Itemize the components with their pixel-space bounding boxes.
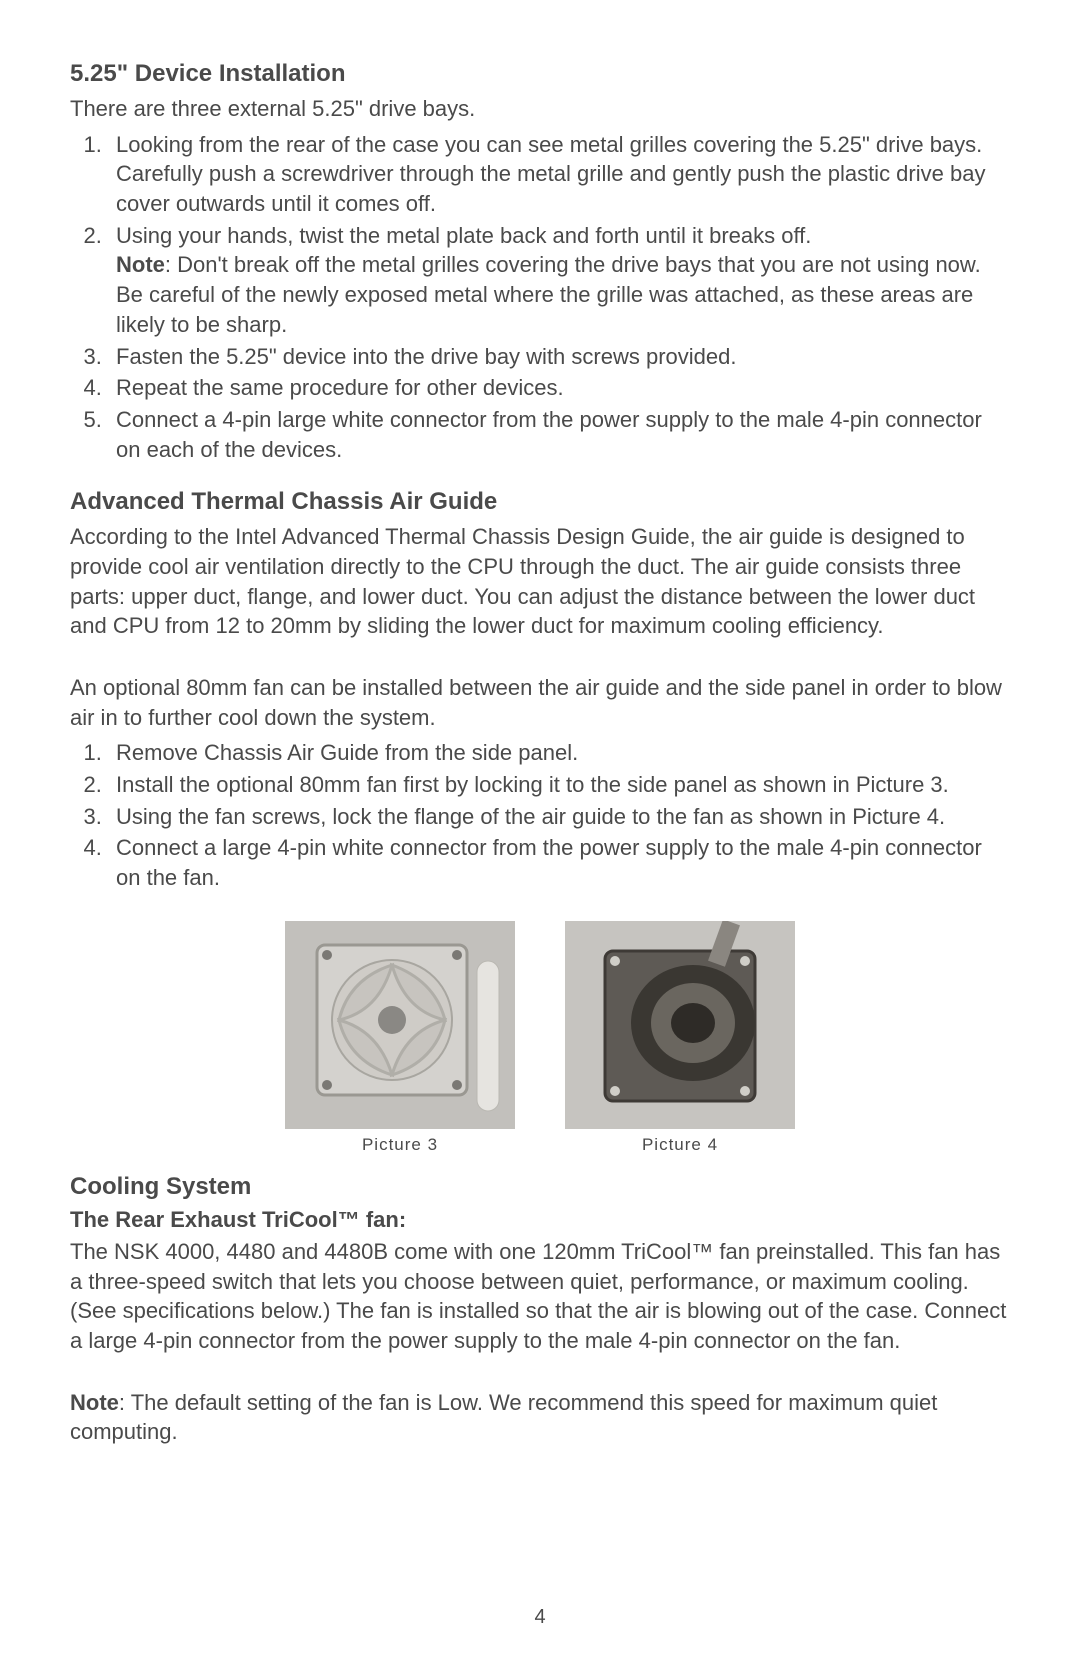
section-3-para1: The NSK 4000, 4480 and 4480B come with o… — [70, 1237, 1010, 1356]
note-text: : The default setting of the fan is Low.… — [70, 1390, 937, 1445]
list-item: Using the fan screws, lock the flange of… — [108, 802, 1010, 832]
spacer — [70, 1362, 1010, 1388]
note-label: Note — [116, 252, 165, 277]
section-2-para1: According to the Intel Advanced Thermal … — [70, 522, 1010, 641]
page-number: 4 — [0, 1606, 1080, 1629]
section-2-para2: An optional 80mm fan can be installed be… — [70, 673, 1010, 732]
section-1-list: Looking from the rear of the case you ca… — [70, 130, 1010, 465]
list-item: Looking from the rear of the case you ca… — [108, 130, 1010, 219]
section-1-intro: There are three external 5.25" drive bay… — [70, 94, 1010, 124]
section-2-title: Advanced Thermal Chassis Air Guide — [70, 488, 1010, 516]
list-item: Remove Chassis Air Guide from the side p… — [108, 738, 1010, 768]
list-item: Install the optional 80mm fan first by l… — [108, 770, 1010, 800]
note-text: : Don't break off the metal grilles cove… — [116, 252, 981, 336]
figure-3-image — [285, 921, 515, 1129]
list-item: Connect a 4-pin large white connector fr… — [108, 405, 1010, 464]
section-1-title: 5.25" Device Installation — [70, 60, 1010, 88]
section-3-note: Note: The default setting of the fan is … — [70, 1388, 1010, 1447]
note-label: Note — [70, 1390, 119, 1415]
section-3-title: Cooling System — [70, 1173, 1010, 1201]
figure-4-caption: Picture 4 — [642, 1135, 718, 1155]
section-2-list: Remove Chassis Air Guide from the side p… — [70, 738, 1010, 892]
figure-row: Picture 3 Picture 4 — [70, 921, 1010, 1155]
section-3-subtitle: The Rear Exhaust TriCool™ fan: — [70, 1207, 1010, 1233]
figure-3: Picture 3 — [285, 921, 515, 1155]
list-item: Fasten the 5.25" device into the drive b… — [108, 342, 1010, 372]
figure-4-image — [565, 921, 795, 1129]
spacer — [70, 647, 1010, 673]
list-item: Connect a large 4-pin white connector fr… — [108, 833, 1010, 892]
document-page: 5.25" Device Installation There are thre… — [0, 0, 1080, 1669]
list-item: Using your hands, twist the metal plate … — [108, 221, 1010, 340]
figure-4: Picture 4 — [565, 921, 795, 1155]
list-item-text: Using your hands, twist the metal plate … — [116, 223, 811, 248]
figure-3-caption: Picture 3 — [362, 1135, 438, 1155]
list-item: Repeat the same procedure for other devi… — [108, 373, 1010, 403]
